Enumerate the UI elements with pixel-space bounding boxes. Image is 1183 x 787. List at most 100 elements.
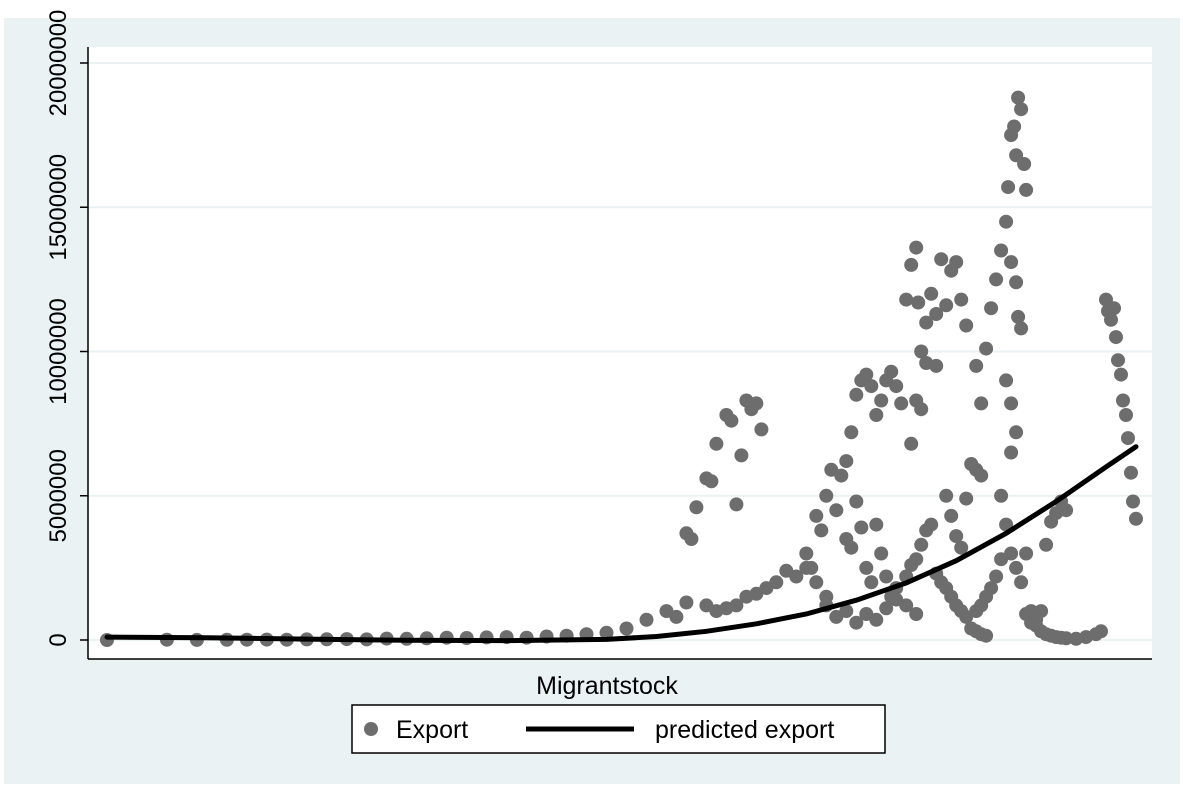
- export-point: [729, 598, 744, 613]
- export-point: [884, 364, 899, 379]
- export-point: [1039, 537, 1054, 552]
- export-point: [939, 488, 954, 503]
- export-point: [859, 367, 874, 382]
- export-point: [859, 560, 874, 575]
- export-point: [914, 537, 929, 552]
- export-point: [1107, 301, 1121, 316]
- export-point: [1004, 445, 1019, 460]
- export-point: [959, 491, 974, 506]
- export-point: [849, 387, 864, 402]
- export-point: [869, 517, 884, 532]
- export-point: [844, 540, 859, 555]
- export-point: [684, 532, 699, 546]
- export-point: [869, 408, 884, 422]
- export-point: [894, 396, 909, 411]
- export-point: [704, 474, 719, 489]
- export-point: [949, 255, 964, 270]
- export-point: [929, 307, 944, 321]
- export-point: [689, 500, 704, 515]
- export-point: [599, 625, 614, 640]
- export-point: [904, 257, 919, 272]
- x-axis-title: Migrantstock: [536, 672, 678, 700]
- export-point: [914, 344, 929, 359]
- export-point: [979, 341, 994, 356]
- export-point: [854, 520, 869, 535]
- export-point: [754, 422, 769, 437]
- export-point: [669, 609, 684, 624]
- export-point: [1114, 367, 1128, 382]
- export-point: [954, 292, 969, 307]
- export-point: [909, 552, 924, 567]
- export-point: [1014, 575, 1029, 590]
- export-point: [1111, 353, 1125, 368]
- export-points: [100, 90, 1143, 647]
- export-point: [769, 575, 784, 590]
- legend-marker-export: [364, 722, 378, 736]
- export-point: [1126, 494, 1140, 509]
- export-point: [1059, 503, 1074, 518]
- export-point: [909, 607, 924, 621]
- export-point: [864, 379, 879, 394]
- y-tick-label: 20000000: [45, 10, 72, 117]
- export-point: [819, 488, 834, 503]
- y-axis-ticks: 0 5000000 10000000 15000000 20000000: [45, 10, 88, 647]
- export-point: [869, 612, 884, 627]
- export-point: [1019, 546, 1034, 561]
- export-point: [1009, 425, 1024, 440]
- export-point: [994, 243, 1009, 258]
- export-point: [729, 497, 744, 512]
- export-point: [974, 396, 989, 411]
- export-point: [954, 540, 969, 555]
- export-point: [829, 503, 844, 518]
- export-point: [944, 508, 959, 523]
- predicted-export-line: [104, 444, 1139, 644]
- export-point: [724, 413, 739, 428]
- export-point: [709, 436, 724, 451]
- export-point: [1001, 180, 1016, 195]
- y-tick-label: 0: [45, 633, 72, 646]
- export-point: [914, 402, 929, 417]
- export-point: [1121, 431, 1135, 446]
- export-point: [924, 517, 939, 532]
- export-point: [889, 379, 904, 394]
- export-point: [904, 436, 919, 451]
- export-point: [1034, 604, 1049, 619]
- export-point: [814, 523, 829, 538]
- legend-label-export: Export: [396, 716, 468, 744]
- export-point: [1004, 396, 1019, 411]
- export-point: [1004, 546, 1019, 561]
- export-point: [1116, 393, 1130, 408]
- export-point: [1004, 255, 1019, 270]
- export-point: [899, 292, 914, 307]
- export-point: [979, 628, 994, 643]
- export-point: [1129, 511, 1143, 526]
- export-point: [844, 425, 859, 440]
- export-point: [849, 494, 864, 509]
- legend-label-predicted-export: predicted export: [655, 716, 834, 744]
- export-point: [999, 214, 1014, 229]
- export-point: [1017, 157, 1032, 171]
- export-point: [1104, 312, 1118, 327]
- export-point: [679, 595, 694, 610]
- export-point: [1009, 560, 1024, 575]
- export-point: [864, 575, 879, 590]
- export-point: [1014, 102, 1029, 117]
- y-tick-label: 10000000: [45, 298, 72, 405]
- export-point: [879, 601, 894, 616]
- export-point: [1119, 408, 1133, 422]
- export-point: [949, 529, 964, 544]
- export-point: [849, 615, 864, 630]
- export-point: [1019, 182, 1034, 197]
- y-tick-label: 15000000: [45, 154, 72, 261]
- export-point: [1124, 465, 1138, 480]
- export-point: [799, 546, 814, 561]
- export-point: [1094, 624, 1108, 639]
- export-point: [899, 598, 914, 613]
- export-point: [874, 393, 889, 408]
- export-point: [1059, 631, 1074, 646]
- export-point: [734, 448, 749, 463]
- export-point: [929, 358, 944, 373]
- export-point: [1014, 321, 1029, 336]
- export-point: [984, 581, 999, 596]
